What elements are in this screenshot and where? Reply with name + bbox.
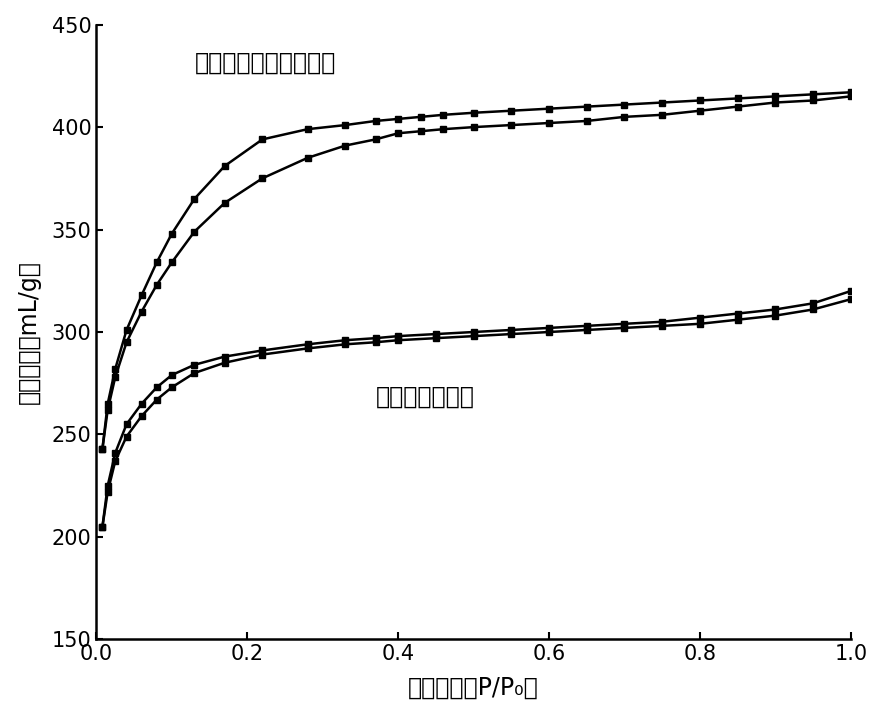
Text: 氮掺杂多孔煤质活性炭: 氮掺杂多孔煤质活性炭 [194, 51, 336, 74]
X-axis label: 相对压力（P/P₀）: 相对压力（P/P₀） [408, 675, 539, 700]
Text: 普通煤质活性炭: 普通煤质活性炭 [376, 384, 475, 409]
Y-axis label: 吸附体积（mL/g）: 吸附体积（mL/g） [17, 260, 41, 404]
